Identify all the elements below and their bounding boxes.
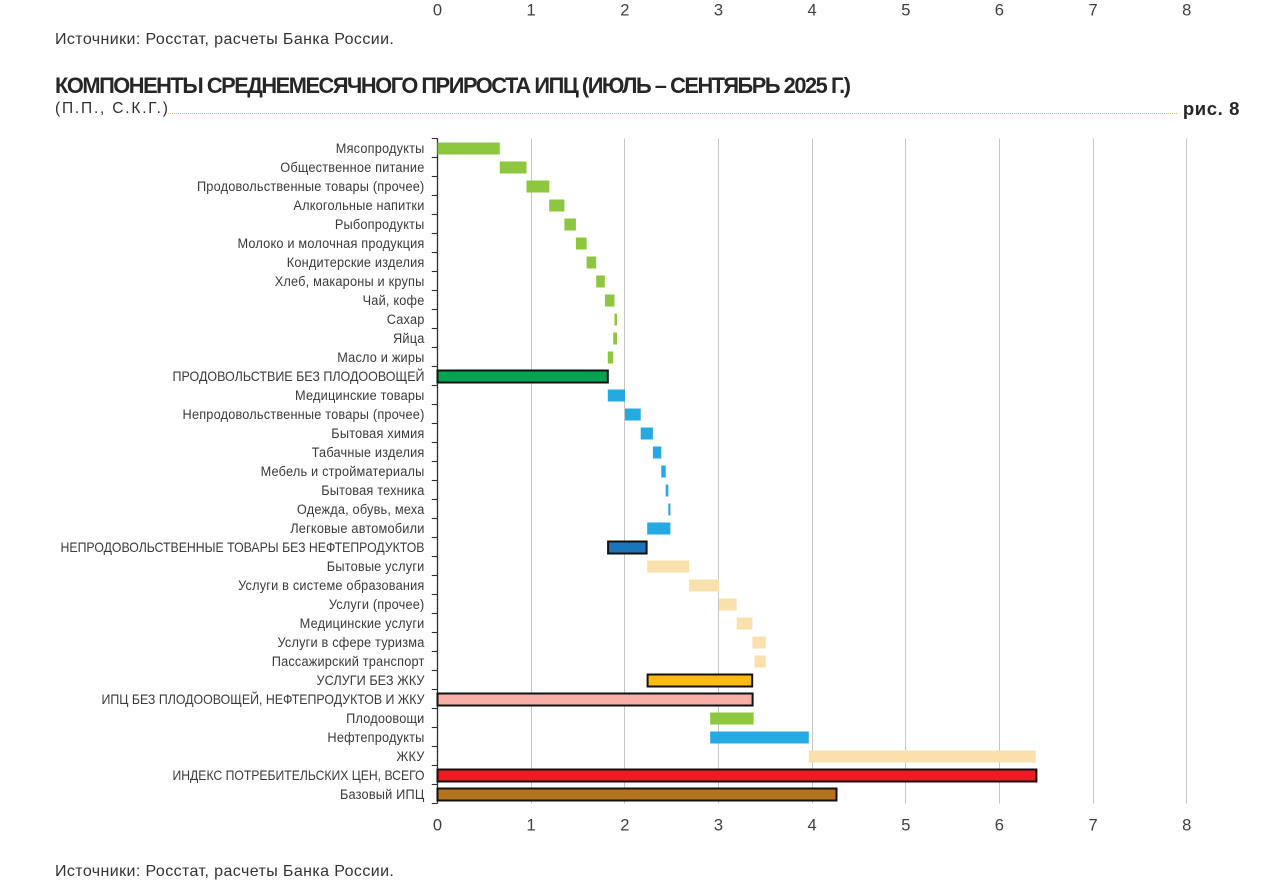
svg-text:Непродовольственные товары (пр: Непродовольственные товары (прочее): [183, 406, 425, 422]
svg-text:6: 6: [995, 817, 1004, 835]
svg-text:ИНДЕКС ПОТРЕБИТЕЛЬСКИХ ЦЕН, ВС: ИНДЕКС ПОТРЕБИТЕЛЬСКИХ ЦЕН, ВСЕГО: [173, 768, 425, 783]
svg-text:Нефтепродукты: Нефтепродукты: [327, 729, 424, 745]
svg-text:0: 0: [433, 817, 442, 835]
svg-text:Базовый ИПЦ: Базовый ИПЦ: [340, 786, 425, 802]
svg-text:6: 6: [995, 2, 1004, 20]
svg-text:Яйца: Яйца: [393, 330, 425, 346]
svg-text:Мясопродукты: Мясопродукты: [336, 140, 425, 156]
svg-text:Медицинские услуги: Медицинские услуги: [300, 615, 425, 631]
svg-text:Хлеб, макароны и крупы: Хлеб, макароны и крупы: [275, 273, 425, 289]
svg-text:3: 3: [714, 2, 723, 20]
svg-text:5: 5: [901, 817, 910, 835]
svg-text:1: 1: [527, 817, 536, 835]
svg-text:Продовольственные товары (проч: Продовольственные товары (прочее): [197, 178, 425, 194]
svg-text:ЖКУ: ЖКУ: [396, 748, 424, 764]
svg-text:Рыбопродукты: Рыбопродукты: [335, 216, 425, 232]
svg-text:8: 8: [1182, 2, 1191, 20]
svg-text:4: 4: [808, 2, 817, 20]
svg-text:Бытовая техника: Бытовая техника: [321, 482, 425, 498]
svg-text:Мебель и стройматериалы: Мебель и стройматериалы: [261, 463, 425, 479]
svg-text:УСЛУГИ БЕЗ ЖКУ: УСЛУГИ БЕЗ ЖКУ: [317, 673, 425, 688]
svg-text:2: 2: [620, 2, 629, 20]
svg-text:Масло и жиры: Масло и жиры: [337, 349, 424, 365]
svg-text:Одежда, обувь, меха: Одежда, обувь, меха: [297, 501, 425, 517]
svg-text:Медицинские товары: Медицинские товары: [295, 387, 424, 403]
svg-text:Плодоовощи: Плодоовощи: [346, 710, 424, 726]
svg-text:0: 0: [433, 2, 442, 20]
svg-text:Бытовая химия: Бытовая химия: [331, 425, 424, 441]
svg-text:1: 1: [527, 2, 536, 20]
svg-text:7: 7: [1089, 2, 1098, 20]
svg-text:Услуги в сфере туризма: Услуги в сфере туризма: [277, 634, 424, 650]
svg-text:2: 2: [620, 817, 629, 835]
svg-text:Табачные изделия: Табачные изделия: [312, 444, 425, 460]
svg-text:8: 8: [1182, 817, 1191, 835]
svg-text:Кондитерские изделия: Кондитерские изделия: [287, 254, 425, 270]
svg-text:Чай, кофе: Чай, кофе: [363, 292, 425, 308]
svg-text:Услуги (прочее): Услуги (прочее): [329, 596, 425, 612]
svg-text:Услуги в системе образования: Услуги в системе образования: [238, 577, 424, 593]
svg-text:Алкогольные напитки: Алкогольные напитки: [293, 197, 424, 213]
svg-text:Сахар: Сахар: [387, 311, 425, 327]
svg-text:4: 4: [808, 817, 817, 835]
svg-text:ИПЦ БЕЗ ПЛОДООВОЩЕЙ, НЕФТЕПРОД: ИПЦ БЕЗ ПЛОДООВОЩЕЙ, НЕФТЕПРОДУКТОВ И ЖК…: [102, 690, 425, 707]
svg-text:Пассажирский транспорт: Пассажирский транспорт: [272, 653, 425, 669]
svg-text:3: 3: [714, 817, 723, 835]
svg-text:ПРОДОВОЛЬСТВИЕ БЕЗ ПЛОДООВОЩЕЙ: ПРОДОВОЛЬСТВИЕ БЕЗ ПЛОДООВОЩЕЙ: [173, 367, 425, 384]
svg-text:7: 7: [1089, 817, 1098, 835]
svg-text:Общественное питание: Общественное питание: [280, 159, 424, 175]
svg-text:Молоко и молочная продукция: Молоко и молочная продукция: [237, 235, 424, 251]
svg-text:Бытовые услуги: Бытовые услуги: [327, 558, 425, 574]
svg-text:5: 5: [901, 2, 910, 20]
svg-text:Легковые автомобили: Легковые автомобили: [290, 520, 424, 536]
svg-text:НЕПРОДОВОЛЬСТВЕННЫЕ ТОВАРЫ БЕЗ: НЕПРОДОВОЛЬСТВЕННЫЕ ТОВАРЫ БЕЗ НЕФТЕПРОД…: [61, 540, 425, 555]
